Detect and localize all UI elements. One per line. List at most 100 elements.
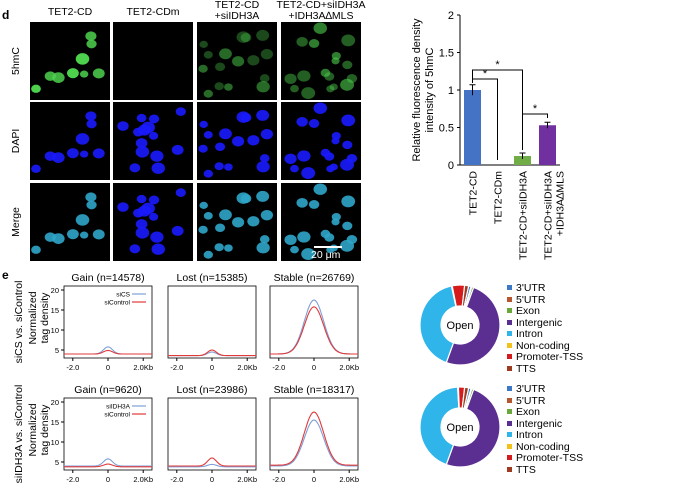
legend-swatch xyxy=(507,331,512,336)
x-tick-label: -2.0 xyxy=(272,475,285,484)
x-tick-label: 2.0Kb xyxy=(339,475,359,484)
nucleus xyxy=(198,64,208,73)
y-tick-label: 5 xyxy=(55,346,59,355)
nucleus xyxy=(224,244,233,252)
row-label: 5hmC xyxy=(10,47,22,76)
profile-row-label: siCS vs. siControl xyxy=(13,281,25,364)
nucleus xyxy=(297,231,311,243)
legend-label: 5'UTR xyxy=(516,394,546,407)
nucleus xyxy=(331,131,341,140)
nucleus xyxy=(331,212,341,221)
nucleus xyxy=(215,223,226,233)
significance-star: * xyxy=(495,59,500,71)
significance-bracket xyxy=(472,69,523,150)
nucleus xyxy=(198,225,208,234)
nucleus xyxy=(151,162,165,174)
nucleus xyxy=(260,128,274,140)
x-tick-label: TET2-CDm xyxy=(493,171,505,224)
y-tick-label: 20 xyxy=(51,398,59,407)
nucleus xyxy=(236,192,251,204)
column-title: TET2-CDm xyxy=(126,6,180,18)
legend-label: TTS xyxy=(516,362,536,375)
y-axis-label: Relative fluorescence density xyxy=(411,18,423,162)
nucleus xyxy=(259,154,270,163)
nucleus xyxy=(260,48,274,60)
nucleus xyxy=(341,114,356,127)
legend-label: Exon xyxy=(516,406,540,418)
nucleus xyxy=(342,140,353,150)
legend-label: siControl xyxy=(104,412,130,419)
legend-swatch xyxy=(507,342,512,348)
nucleus xyxy=(346,235,358,244)
nucleus xyxy=(148,114,160,124)
legend-swatch xyxy=(507,443,512,449)
profile-line-sicontrol xyxy=(168,349,256,357)
nucleus xyxy=(326,85,335,93)
y-tick-label: 15 xyxy=(51,306,59,315)
x-tick-label: -2.0 xyxy=(66,475,79,484)
row-label: Merge xyxy=(10,207,22,237)
micrograph-merge-1 xyxy=(30,183,110,261)
nucleus xyxy=(203,250,213,259)
nucleus xyxy=(219,48,232,60)
nucleus xyxy=(75,214,90,226)
nucleus xyxy=(136,113,147,123)
pie-slice xyxy=(419,285,457,364)
nucleus xyxy=(198,144,208,153)
pie-center-label: Open xyxy=(447,320,474,332)
x-tick-label: TET2-CD xyxy=(468,171,480,216)
x-tick-label: TET2-CD+siIDH3A xyxy=(543,171,555,260)
x-tick-label: -2.0 xyxy=(272,363,285,372)
nucleus xyxy=(175,188,186,197)
nucleus xyxy=(199,120,208,128)
micrograph-dapi-2 xyxy=(113,102,193,180)
legend-item: TTS xyxy=(507,464,583,477)
legend-item: Non-coding xyxy=(507,441,583,454)
nucleus xyxy=(135,219,148,230)
nucleus xyxy=(297,150,311,162)
nucleus xyxy=(86,119,97,129)
y-axis-label: intensity of 5hmC xyxy=(424,47,436,132)
profile-frame xyxy=(167,285,257,359)
nucleus xyxy=(215,142,226,152)
nucleus xyxy=(214,82,224,91)
nucleus xyxy=(150,150,164,162)
legend-item: TTS xyxy=(507,362,583,376)
nucleus xyxy=(214,162,224,171)
nucleus xyxy=(141,121,155,134)
nucleus xyxy=(259,74,270,83)
legend-item: Promoter-TSS xyxy=(507,351,584,364)
nucleus xyxy=(67,68,79,79)
nucleus xyxy=(297,70,311,82)
x-tick-label: +IDH3A∆MLS xyxy=(555,171,567,236)
nucleus xyxy=(346,74,358,83)
nucleus xyxy=(290,245,299,254)
legend-label: Promoter-TSS xyxy=(516,351,584,363)
nucleus xyxy=(340,78,355,91)
legend-swatch xyxy=(507,296,512,302)
panel-letter-d: d xyxy=(2,8,10,22)
nucleus xyxy=(296,36,308,47)
y-tick-label: 0 xyxy=(448,160,454,172)
y-tick-label: 5 xyxy=(55,458,59,467)
profile-line-sicontrol xyxy=(270,306,358,355)
nucleus xyxy=(324,152,335,161)
micrograph-5hmc-2 xyxy=(113,22,193,100)
nucleus xyxy=(260,209,274,221)
y-tick-label: 1 xyxy=(448,85,454,97)
nucleus xyxy=(203,89,213,98)
legend-item: Intron xyxy=(507,429,583,442)
profile-line-sicontrol xyxy=(64,349,152,355)
legend-label: Intergenic xyxy=(516,417,563,430)
profile-line-siidh3a xyxy=(270,419,358,467)
micrograph-merge-3 xyxy=(197,183,277,261)
legend-label: Intron xyxy=(516,328,543,340)
y-tick-label: 10 xyxy=(51,326,59,335)
pie-slice xyxy=(445,388,501,468)
nucleus xyxy=(92,148,105,159)
legend-swatch xyxy=(507,420,512,426)
scale-bar-line xyxy=(314,246,342,248)
profile-line-sics xyxy=(270,299,358,355)
nucleus xyxy=(224,83,233,91)
legend-swatch xyxy=(507,365,512,371)
